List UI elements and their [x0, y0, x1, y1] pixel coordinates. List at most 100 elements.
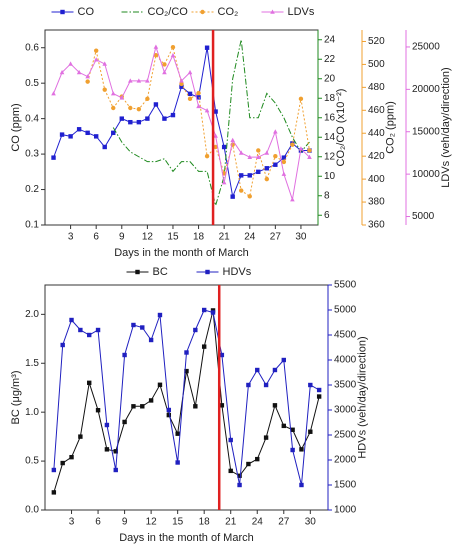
point-marker — [153, 44, 159, 49]
y4-tick-label: 10000 — [412, 169, 440, 180]
point-marker — [153, 53, 159, 58]
x-tick-label: 24 — [252, 517, 264, 528]
point-marker — [247, 173, 252, 178]
point-marker — [196, 103, 201, 109]
y3-tick-label: 440 — [368, 128, 385, 139]
point-marker — [68, 61, 73, 66]
point-marker — [59, 132, 65, 137]
point-marker — [113, 449, 118, 454]
point-marker — [60, 460, 65, 466]
point-marker — [157, 382, 163, 387]
y-axis-label: CO (ppm) — [10, 103, 22, 151]
point-marker — [153, 102, 159, 107]
point-marker — [238, 150, 244, 155]
point-marker — [255, 367, 260, 373]
y2-axis-label: HDVs (veh/day/direction) — [356, 336, 368, 458]
x-tick-label: 27 — [270, 232, 282, 243]
point-marker — [213, 144, 218, 150]
y2-tick-label: 1000 — [334, 505, 357, 516]
point-marker — [264, 166, 270, 171]
point-marker — [273, 153, 278, 159]
point-marker — [93, 134, 99, 139]
point-marker — [179, 81, 184, 87]
point-marker — [140, 325, 145, 330]
series-line — [112, 39, 310, 208]
legend-label: LDVs — [288, 6, 315, 18]
y2-tick-label: 10 — [324, 171, 336, 182]
y2-tick-label: 4500 — [334, 330, 357, 341]
point-marker — [51, 155, 56, 160]
y2-tick-label: 22 — [324, 54, 336, 65]
y-tick-label: 2.0 — [25, 309, 39, 320]
point-marker — [187, 69, 193, 75]
point-marker — [213, 109, 218, 114]
point-marker — [157, 312, 163, 318]
y-tick-label: 0.6 — [25, 42, 39, 53]
point-marker — [170, 112, 176, 118]
point-marker — [148, 337, 154, 343]
point-marker — [281, 159, 287, 165]
y2-tick-label: 1500 — [334, 480, 357, 491]
x-tick-label: 21 — [219, 232, 231, 243]
series-line — [53, 45, 310, 200]
y2-tick-label: 14 — [324, 132, 336, 143]
point-marker — [256, 169, 261, 175]
point-marker — [128, 105, 133, 111]
point-marker — [290, 447, 295, 453]
point-marker — [184, 350, 189, 355]
point-marker — [128, 119, 133, 125]
x-tick-label: 12 — [142, 232, 154, 243]
point-marker — [148, 398, 154, 403]
legend-marker — [205, 269, 210, 275]
point-marker — [175, 431, 180, 436]
y3-tick-label: 380 — [368, 197, 385, 208]
point-marker — [184, 368, 189, 374]
y-axis-label: BC (μg/m³) — [10, 370, 22, 424]
point-marker — [213, 133, 218, 138]
point-marker — [136, 78, 142, 83]
point-marker — [170, 52, 176, 58]
x-tick-label: 3 — [68, 232, 74, 243]
y2-tick-label: 18 — [324, 93, 336, 104]
point-marker — [102, 61, 108, 66]
y2-tick-label: 8 — [324, 190, 330, 201]
point-marker — [239, 188, 244, 193]
point-marker — [299, 482, 304, 488]
point-marker — [204, 45, 210, 50]
point-marker — [170, 45, 176, 50]
point-marker — [247, 154, 253, 159]
x-axis-label: Days in the month of March — [119, 532, 254, 544]
y-tick-label: 0.2 — [25, 184, 39, 195]
legend-label: CO₂/CO — [148, 6, 189, 18]
y2-tick-label: 3500 — [334, 380, 357, 391]
x-tick-label: 27 — [278, 517, 290, 528]
point-marker — [136, 119, 142, 125]
legend-label: BC — [153, 266, 168, 278]
point-marker — [307, 154, 312, 159]
y2-tick-label: 16 — [324, 112, 336, 123]
point-marker — [196, 90, 201, 96]
point-marker — [162, 116, 167, 121]
y4-tick-label: 20000 — [412, 84, 440, 95]
point-marker — [87, 332, 92, 338]
point-marker — [140, 404, 145, 409]
point-marker — [204, 108, 210, 113]
legend-label: HDVs — [223, 266, 252, 278]
y2-tick-label: 12 — [324, 151, 336, 162]
legend-label: CO₂ — [218, 6, 239, 18]
point-marker — [281, 357, 286, 363]
x-tick-label: 18 — [193, 232, 205, 243]
y-tick-label: 0.4 — [25, 113, 39, 124]
y-tick-label: 0.1 — [25, 220, 39, 231]
legend-marker — [60, 9, 65, 15]
point-marker — [179, 84, 184, 89]
point-marker — [145, 78, 150, 83]
point-marker — [179, 78, 184, 83]
y2-tick-label: 6 — [324, 210, 330, 221]
point-marker — [187, 96, 193, 102]
x-tick-label: 15 — [167, 232, 179, 243]
x-tick-label: 9 — [122, 517, 128, 528]
x-tick-label: 6 — [95, 517, 101, 528]
y4-tick-label: 15000 — [412, 126, 440, 137]
point-marker — [219, 403, 225, 408]
